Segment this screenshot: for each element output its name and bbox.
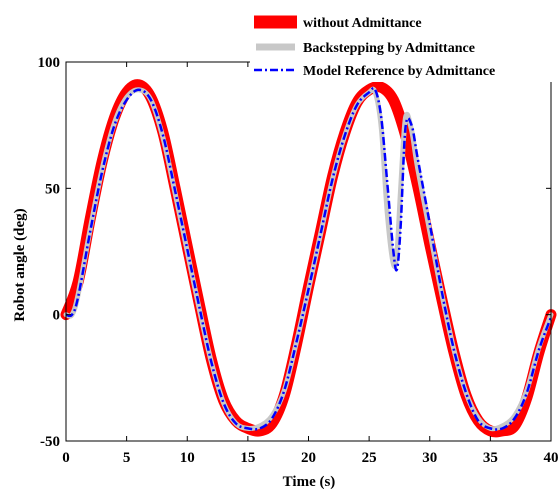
plot-lines (60, 79, 557, 438)
y-tick-label: 0 (53, 308, 61, 324)
y-tick-label: 100 (38, 55, 61, 71)
legend-label-without-admittance: without Admittance (303, 16, 422, 31)
x-tick-label: 40 (544, 450, 559, 466)
x-tick-label: 25 (362, 450, 377, 466)
series-line-backstepping-by-admittance (63, 86, 554, 432)
axes-frame (65, 61, 552, 442)
legend-background (250, 8, 555, 82)
y-axis-label: Robot angle (deg) (12, 208, 28, 321)
x-tick-label: 0 (62, 450, 70, 466)
x-tick-label: 20 (301, 450, 316, 466)
x-tick-label: 10 (180, 450, 195, 466)
legend-label-backstepping: Backstepping by Admittance (303, 41, 475, 56)
y-tick-label: -50 (40, 434, 60, 450)
legend: without Admittance Backstepping by Admit… (250, 8, 555, 82)
legend-label-model-reference: Model Reference by Admittance (303, 64, 495, 79)
x-tick-label: 35 (483, 450, 498, 466)
x-tick-label: 5 (123, 450, 131, 466)
y-tick-label: 50 (45, 181, 60, 197)
x-axis-label: Time (s) (283, 474, 336, 490)
series-line-without-admittance (60, 79, 557, 438)
x-tick-label: 15 (240, 450, 255, 466)
x-tick-label: 30 (422, 450, 437, 466)
plot-frame (65, 61, 552, 442)
series-line-model-reference-by-admittance (65, 86, 553, 431)
